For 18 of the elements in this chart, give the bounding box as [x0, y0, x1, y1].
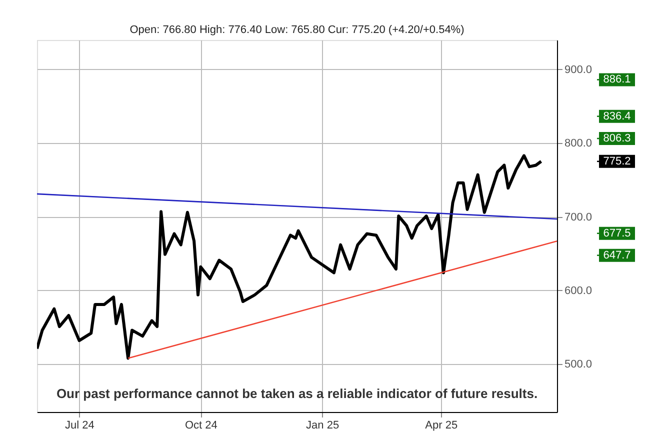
ref-line-label: 677.5	[603, 227, 631, 240]
chart-subtitle: Open: 766.80 High: 776.40 Low: 765.80 Cur: 775.20 (+4.20/+0.54%)	[130, 24, 464, 36]
y-tick-label: 600.0	[564, 284, 592, 297]
ref-line-label: 775.2	[603, 155, 631, 168]
annotation: Our past performance cannot be taken as a reliable indicator of future results.	[56, 386, 538, 401]
x-tick-label: Apr 25	[425, 420, 458, 432]
y-tick-label: 700.0	[564, 211, 592, 224]
ref-line-label: 806.3	[603, 132, 631, 144]
x-tick-label: Oct 24	[184, 420, 218, 432]
y-tick-label: 900.0	[564, 64, 592, 76]
x-tick-label: Jul 24	[65, 420, 94, 432]
ref-line-label: 836.4	[603, 110, 631, 122]
line-series	[37, 154, 543, 360]
ref-line-label: 647.7	[603, 249, 631, 262]
ref-line-label: 886.1	[603, 74, 631, 86]
y-tick-label: 500.0	[564, 358, 592, 371]
y-tick-label: 800.0	[564, 138, 592, 150]
x-tick-label: Jan 25	[306, 420, 340, 432]
